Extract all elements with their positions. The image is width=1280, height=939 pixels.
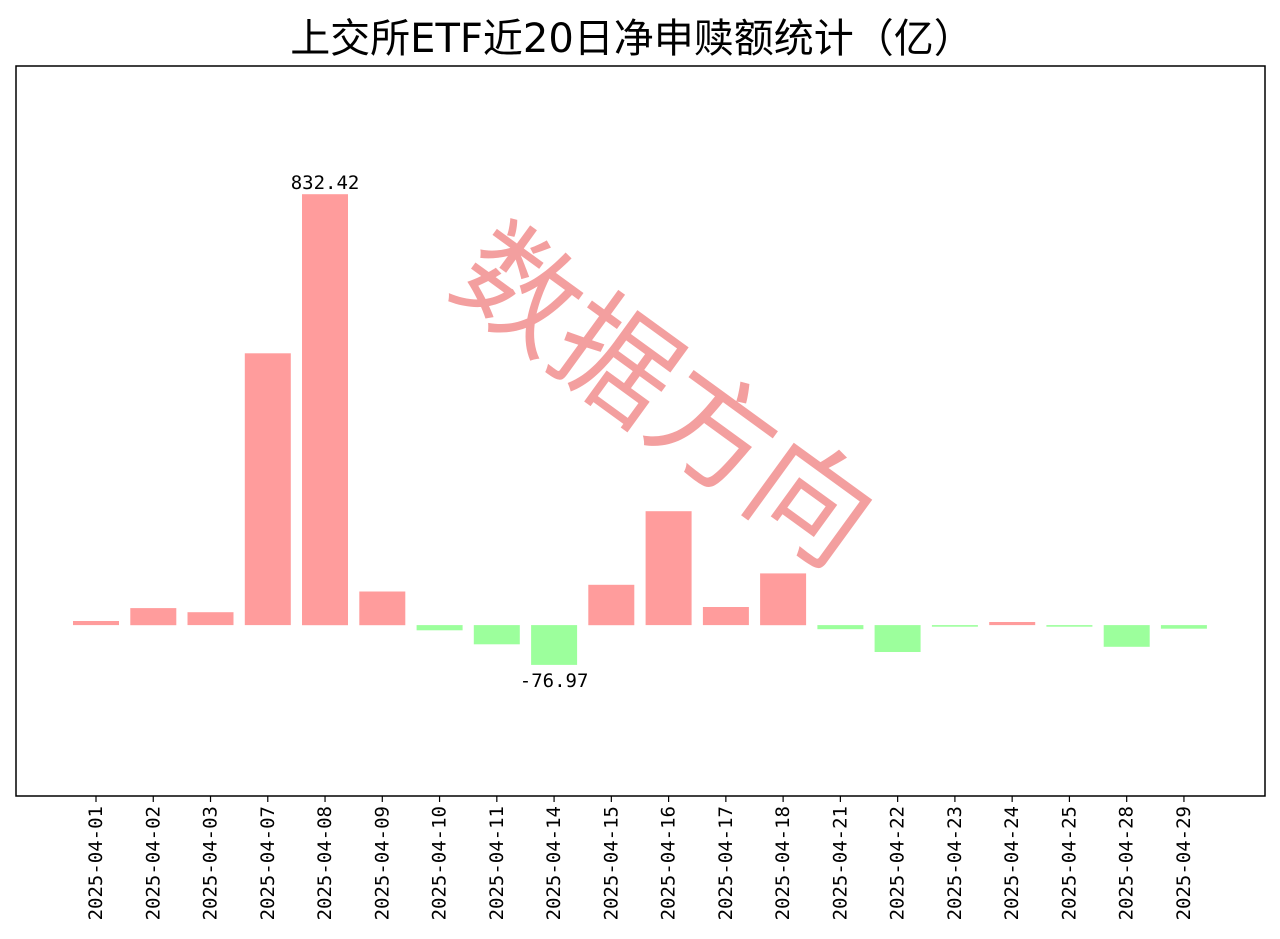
x-tick-label: 2025-04-11 xyxy=(486,806,508,920)
bar-2025-04-14 xyxy=(531,625,578,665)
bar-2025-04-02 xyxy=(130,608,177,626)
x-tick-label: 2025-04-17 xyxy=(715,806,737,920)
bar-2025-04-22 xyxy=(874,625,921,652)
x-tick-label: 2025-04-14 xyxy=(543,806,565,920)
bar-2025-04-25 xyxy=(1046,625,1093,627)
x-tick-label: 2025-04-18 xyxy=(772,806,794,920)
bar-2025-04-15 xyxy=(588,584,635,626)
x-tick-label: 2025-04-08 xyxy=(314,806,336,920)
bar-2025-04-11 xyxy=(473,625,520,645)
bar-2025-04-29 xyxy=(1160,625,1207,629)
bar-2025-04-10 xyxy=(416,625,463,631)
data-label: 832.42 xyxy=(291,172,360,194)
x-tick-label: 2025-04-10 xyxy=(429,806,451,920)
bar-2025-04-24 xyxy=(989,622,1036,626)
bar-2025-04-21 xyxy=(817,625,864,630)
x-tick-label: 2025-04-23 xyxy=(944,806,966,920)
x-axis-ticks: 2025-04-01 2025-04-02 2025-04-03 2025-04-07… xyxy=(85,796,1195,920)
x-tick-label: 2025-04-22 xyxy=(887,806,909,920)
x-tick-label: 2025-04-02 xyxy=(142,806,164,920)
x-tick-label: 2025-04-07 xyxy=(257,806,279,920)
bar-2025-04-28 xyxy=(1103,625,1150,647)
bar-2025-04-03 xyxy=(187,612,234,626)
x-tick-label: 2025-04-15 xyxy=(600,806,622,920)
x-tick-label: 2025-04-29 xyxy=(1173,806,1195,920)
x-tick-label: 2025-04-25 xyxy=(1058,806,1080,920)
bar-2025-04-23 xyxy=(931,625,978,627)
bar-2025-04-08 xyxy=(302,194,348,626)
data-label: -76.97 xyxy=(520,670,589,692)
chart-title: 上交所ETF近20日净申赎额统计（亿） xyxy=(290,16,974,62)
bar-2025-04-16 xyxy=(645,511,692,626)
plot-area-frame xyxy=(15,65,1266,797)
x-tick-label: 2025-04-09 xyxy=(371,806,393,920)
bar-2025-04-18 xyxy=(760,573,807,626)
x-tick-label: 2025-04-21 xyxy=(829,806,851,920)
bar-2025-04-07 xyxy=(244,353,291,626)
bar-2025-04-01 xyxy=(73,621,119,626)
x-tick-label: 2025-04-28 xyxy=(1116,806,1138,920)
x-tick-label: 2025-04-03 xyxy=(200,806,222,920)
bars-group xyxy=(73,194,1207,665)
x-tick-label: 2025-04-16 xyxy=(658,806,680,920)
bar-2025-04-17 xyxy=(702,607,749,626)
x-tick-label: 2025-04-01 xyxy=(85,806,107,920)
x-tick-label: 2025-04-24 xyxy=(1001,806,1023,920)
bar-2025-04-09 xyxy=(359,591,406,626)
data-labels-group: 832.42 -76.97 xyxy=(291,172,589,692)
